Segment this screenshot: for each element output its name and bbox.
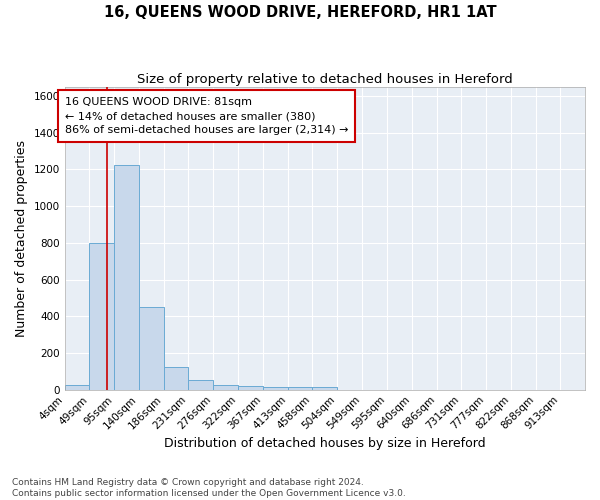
Text: 16 QUEENS WOOD DRIVE: 81sqm
← 14% of detached houses are smaller (380)
86% of se: 16 QUEENS WOOD DRIVE: 81sqm ← 14% of det… [65,97,348,135]
Y-axis label: Number of detached properties: Number of detached properties [15,140,28,336]
Text: 16, QUEENS WOOD DRIVE, HEREFORD, HR1 1AT: 16, QUEENS WOOD DRIVE, HEREFORD, HR1 1AT [104,5,496,20]
Bar [263,387,288,390]
Bar [188,380,213,390]
Bar [65,385,89,390]
Bar [312,387,337,390]
Bar [213,385,238,390]
Bar [115,164,139,390]
Text: Contains HM Land Registry data © Crown copyright and database right 2024.
Contai: Contains HM Land Registry data © Crown c… [12,478,406,498]
Bar [238,386,263,390]
X-axis label: Distribution of detached houses by size in Hereford: Distribution of detached houses by size … [164,437,485,450]
Title: Size of property relative to detached houses in Hereford: Size of property relative to detached ho… [137,72,513,86]
Bar [89,243,115,390]
Bar [288,387,312,390]
Bar [139,307,164,390]
Bar [164,367,188,390]
